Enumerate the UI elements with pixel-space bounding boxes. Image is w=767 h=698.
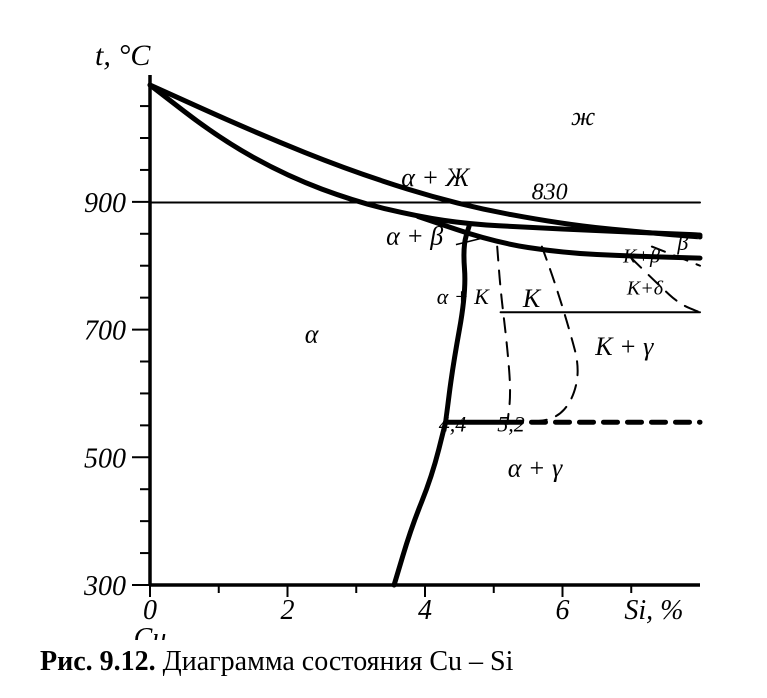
svg-text:α + Ж: α + Ж xyxy=(401,163,470,192)
svg-text:5,2: 5,2 xyxy=(497,412,525,437)
svg-text:K+δ: K+δ xyxy=(626,277,664,299)
svg-text:K: K xyxy=(522,284,542,313)
svg-text:830: 830 xyxy=(532,179,568,205)
svg-text:α + K: α + K xyxy=(437,284,490,309)
svg-text:β: β xyxy=(676,230,688,255)
caption-prefix: Рис. 9.12. xyxy=(40,646,156,677)
svg-text:4: 4 xyxy=(418,595,432,626)
svg-text:ж: ж xyxy=(571,102,595,131)
svg-text:300: 300 xyxy=(83,571,126,602)
svg-text:2: 2 xyxy=(281,595,295,626)
svg-text:α + β: α + β xyxy=(386,222,443,251)
svg-text:700: 700 xyxy=(84,316,126,347)
caption-text: Диаграмма состояния Cu – Si xyxy=(163,646,514,677)
svg-text:900: 900 xyxy=(84,188,126,219)
figure-caption: Рис. 9.12. Диаграмма состояния Cu – Si xyxy=(40,646,513,678)
svg-text:4,4: 4,4 xyxy=(439,412,467,437)
phase-diagram-chart: 300 500 700 900 0 2 4 6 t, °C Si, % Cu ж α + Ж α + β α… xyxy=(0,0,767,640)
svg-text:K+β: K+β xyxy=(622,246,660,268)
svg-text:Si, %: Si, % xyxy=(624,595,683,626)
svg-text:0: 0 xyxy=(143,595,157,626)
svg-text:6: 6 xyxy=(556,595,570,626)
svg-text:K + γ: K + γ xyxy=(594,332,654,361)
svg-text:α + γ: α + γ xyxy=(508,453,563,482)
svg-text:α: α xyxy=(305,319,320,348)
svg-text:t, °C: t, °C xyxy=(95,39,151,72)
svg-text:500: 500 xyxy=(84,443,126,474)
svg-text:Cu: Cu xyxy=(134,623,167,640)
